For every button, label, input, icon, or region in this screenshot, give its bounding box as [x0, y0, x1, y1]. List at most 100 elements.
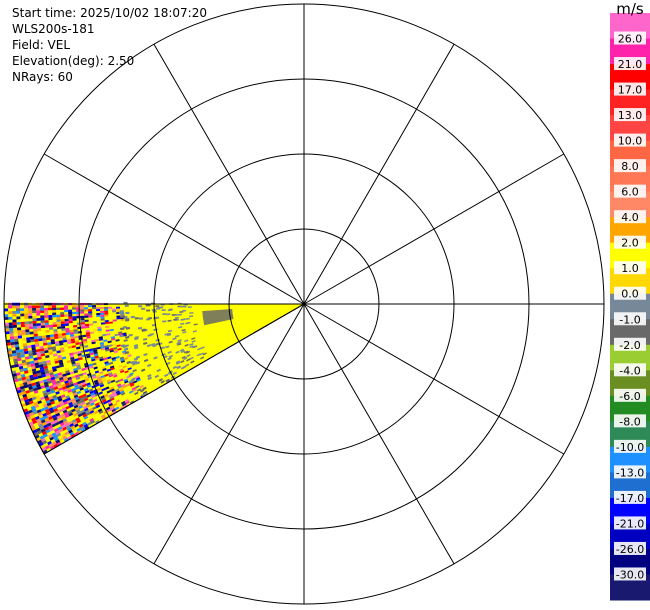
velocity-gate	[48, 385, 54, 389]
velocity-gate	[147, 376, 153, 381]
velocity-gate	[98, 336, 103, 339]
velocity-gate	[76, 390, 82, 395]
velocity-gate	[68, 320, 73, 324]
velocity-gate	[55, 365, 61, 369]
velocity-gate	[115, 339, 120, 342]
velocity-gate	[58, 428, 64, 433]
velocity-gate	[62, 337, 67, 341]
velocity-gate	[72, 318, 77, 321]
velocity-gate	[86, 355, 91, 359]
velocity-gate	[100, 347, 106, 351]
velocity-gate	[62, 373, 67, 377]
velocity-gate	[133, 360, 138, 365]
velocity-gate	[96, 376, 102, 380]
velocity-gate	[47, 434, 53, 439]
colorbar-tick-bg	[614, 516, 646, 530]
velocity-gate	[86, 336, 91, 339]
velocity-gate	[107, 381, 112, 385]
velocity-gate	[68, 378, 73, 383]
velocity-gate	[172, 371, 178, 376]
velocity-gate	[57, 417, 63, 422]
velocity-gate	[46, 402, 52, 407]
velocity-gate	[46, 422, 52, 427]
colorbar-tick-label: 6.0	[621, 186, 639, 199]
velocity-gate	[13, 335, 19, 340]
velocity-gate	[49, 329, 54, 333]
velocity-gate	[56, 321, 61, 325]
velocity-gate	[15, 384, 20, 388]
velocity-gate	[78, 405, 83, 410]
velocity-gate	[59, 342, 64, 346]
velocity-gate	[82, 413, 88, 418]
velocity-gate	[25, 329, 30, 333]
velocity-gate	[115, 379, 120, 384]
colorbar-tick-label: -26.0	[616, 543, 644, 556]
velocity-gate	[12, 311, 17, 314]
velocity-gate	[79, 397, 84, 401]
velocity-gate	[84, 319, 89, 323]
velocity-gate	[5, 331, 10, 335]
velocity-gate	[75, 362, 81, 366]
velocity-gate	[72, 305, 77, 308]
velocity-gate	[53, 329, 58, 332]
velocity-gate	[8, 353, 13, 358]
velocity-gate	[68, 412, 74, 417]
velocity-gate	[16, 313, 21, 317]
velocity-gate	[64, 323, 69, 326]
velocity-gate	[118, 311, 124, 314]
velocity-gate	[40, 325, 46, 329]
velocity-gate	[74, 384, 79, 388]
velocity-gate	[153, 356, 158, 360]
velocity-gate	[104, 362, 110, 367]
colorbar-tick-bg	[614, 363, 646, 377]
colorbar-tick-bg	[614, 490, 646, 504]
velocity-gate	[80, 399, 85, 404]
velocity-gate	[95, 420, 100, 424]
velocity-gate	[86, 411, 91, 416]
velocity-gate	[5, 333, 10, 338]
velocity-gate	[98, 356, 104, 360]
velocity-gate	[80, 409, 85, 414]
velocity-gate	[65, 424, 71, 429]
velocity-gate	[67, 376, 72, 381]
velocity-gate	[45, 420, 51, 425]
velocity-gate	[39, 345, 44, 349]
velocity-gate	[31, 417, 37, 422]
velocity-gate	[61, 383, 66, 388]
velocity-gate	[40, 310, 45, 313]
velocity-gate	[20, 351, 25, 356]
velocity-gate	[104, 321, 110, 325]
velocity-gate	[106, 408, 112, 413]
velocity-gate	[158, 378, 163, 382]
velocity-gate	[176, 365, 181, 369]
velocity-gate	[166, 332, 172, 336]
velocity-gate	[135, 385, 140, 389]
velocity-gate	[47, 367, 53, 371]
colorbar-tick-label: 4.0	[621, 211, 639, 224]
velocity-gate	[50, 420, 56, 425]
velocity-gate	[10, 364, 15, 369]
velocity-gate	[15, 346, 20, 351]
velocity-gate	[106, 390, 112, 394]
velocity-gate	[74, 386, 80, 391]
velocity-gate	[27, 345, 32, 349]
velocity-gate	[81, 367, 86, 372]
velocity-gate	[94, 357, 100, 361]
velocity-gate	[125, 335, 130, 339]
velocity-gate	[74, 335, 79, 339]
velocity-gate	[110, 379, 116, 383]
velocity-gate	[24, 350, 29, 355]
velocity-gate	[179, 348, 185, 352]
velocity-gate	[37, 335, 43, 339]
velocity-gate	[80, 315, 85, 319]
velocity-gate	[85, 329, 90, 333]
velocity-gate	[132, 388, 137, 392]
velocity-gate	[13, 361, 19, 365]
velocity-gate	[136, 388, 142, 392]
velocity-gate	[49, 445, 55, 450]
velocity-gate	[43, 406, 49, 411]
velocity-gate	[14, 341, 19, 345]
velocity-gate	[46, 447, 52, 452]
velocity-gate	[40, 317, 45, 321]
velocity-gate	[134, 391, 139, 396]
